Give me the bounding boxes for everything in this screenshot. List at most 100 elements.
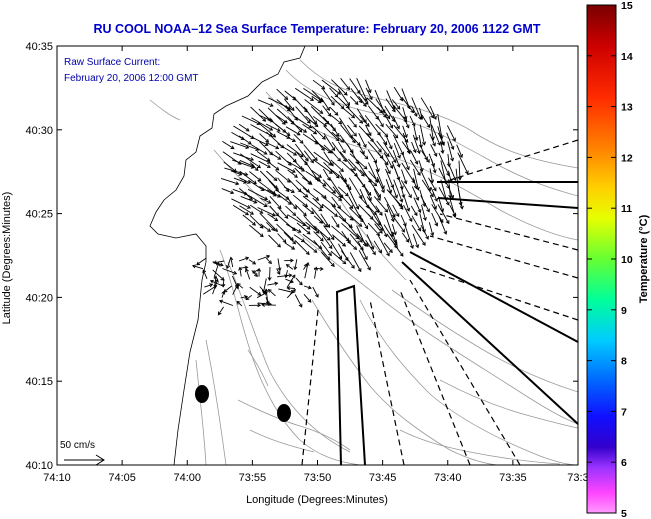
current-vector-head [246, 180, 251, 184]
current-vector-head [337, 91, 342, 95]
current-vector [256, 292, 268, 299]
current-vector [213, 262, 220, 278]
current-vector-head [364, 225, 369, 230]
current-vector [269, 266, 271, 281]
current-vector-head [237, 161, 242, 165]
current-vector-head [390, 218, 395, 223]
current-vector-head [396, 163, 401, 168]
current-vector [323, 144, 333, 154]
current-vector-head [430, 193, 434, 198]
current-vector-head [385, 153, 390, 158]
current-vector-head [238, 266, 243, 271]
current-vector [294, 143, 309, 162]
current-vector [385, 98, 396, 112]
current-vector [457, 188, 463, 209]
current-vector-head [245, 211, 250, 216]
current-vector [401, 162, 415, 184]
current-vector-head [245, 145, 250, 150]
current-vector [321, 79, 341, 95]
current-vector [384, 162, 391, 174]
overlay-caption-line1: Raw Surface Current: [64, 57, 160, 68]
current-vector-head [343, 91, 348, 96]
x-axis-label: Longitude (Degrees:Minutes) [246, 494, 388, 506]
current-vector [233, 177, 247, 184]
current-vector [375, 123, 388, 137]
current-vector [269, 151, 281, 160]
current-vector [394, 168, 404, 190]
current-vector [322, 168, 331, 181]
current-vector [438, 152, 450, 176]
current-vector [376, 176, 385, 193]
current-vector [320, 241, 332, 256]
current-vector-head [373, 182, 378, 187]
current-vector [311, 125, 326, 140]
current-vector-head [297, 229, 302, 233]
current-vector-head [261, 302, 266, 307]
current-vector-head [413, 112, 418, 117]
colorbar-tick-label: 13 [621, 102, 633, 114]
current-vector [376, 140, 390, 157]
current-vector [377, 234, 390, 256]
current-vector [266, 170, 278, 181]
current-vector [338, 141, 346, 154]
current-vector [350, 88, 363, 103]
current-vector [231, 159, 255, 169]
current-vector [411, 141, 417, 153]
current-vector-head [196, 261, 201, 266]
current-vector [393, 86, 404, 101]
current-vector-head [277, 243, 281, 248]
current-vector [311, 90, 323, 102]
current-vector [262, 278, 267, 293]
current-vector [223, 161, 237, 173]
current-vector [266, 142, 279, 149]
current-vector-head [452, 137, 456, 142]
current-vector [257, 255, 270, 261]
current-vector [338, 215, 353, 228]
current-vector-head [245, 127, 250, 132]
current-vector-head [378, 211, 383, 216]
current-vector-head [446, 163, 452, 168]
current-vector-head [299, 153, 304, 158]
current-vector-head [370, 245, 375, 250]
current-vector [437, 113, 443, 139]
x-tick-label: 73:40 [434, 472, 462, 484]
current-vector [277, 233, 287, 243]
current-vector [447, 141, 454, 161]
current-vector [249, 224, 264, 237]
current-vector [196, 257, 207, 266]
current-vector [420, 195, 430, 212]
current-vector [277, 206, 289, 219]
current-vector [384, 105, 395, 122]
current-vector-head [305, 157, 309, 162]
current-vector [347, 107, 363, 124]
current-vector-head [275, 145, 280, 150]
current-vector [249, 214, 264, 229]
current-vector [367, 222, 380, 236]
current-vector [259, 186, 277, 197]
current-vector [310, 134, 325, 151]
current-vector-head [452, 212, 457, 217]
current-vector [400, 215, 407, 227]
current-vector-head [276, 128, 281, 132]
current-vector [373, 240, 382, 254]
current-vector [431, 124, 441, 146]
current-vector [303, 88, 324, 102]
current-vector [392, 215, 405, 233]
current-vector [330, 203, 346, 222]
current-vector-head [351, 114, 356, 119]
current-vector-head [381, 109, 386, 114]
current-vector-head [353, 132, 357, 137]
current-vector-head [216, 262, 220, 267]
y-tick-label: 40:15 [25, 376, 53, 388]
current-vector [349, 252, 362, 272]
current-vector-head [389, 249, 393, 254]
current-vector [268, 289, 276, 297]
current-vector-head [335, 132, 340, 137]
current-vector-head [392, 159, 397, 164]
current-vector [429, 195, 437, 210]
current-vector-head [314, 123, 319, 128]
current-vector-head [403, 180, 408, 185]
current-vector [357, 240, 368, 260]
current-vector-head [298, 128, 303, 133]
